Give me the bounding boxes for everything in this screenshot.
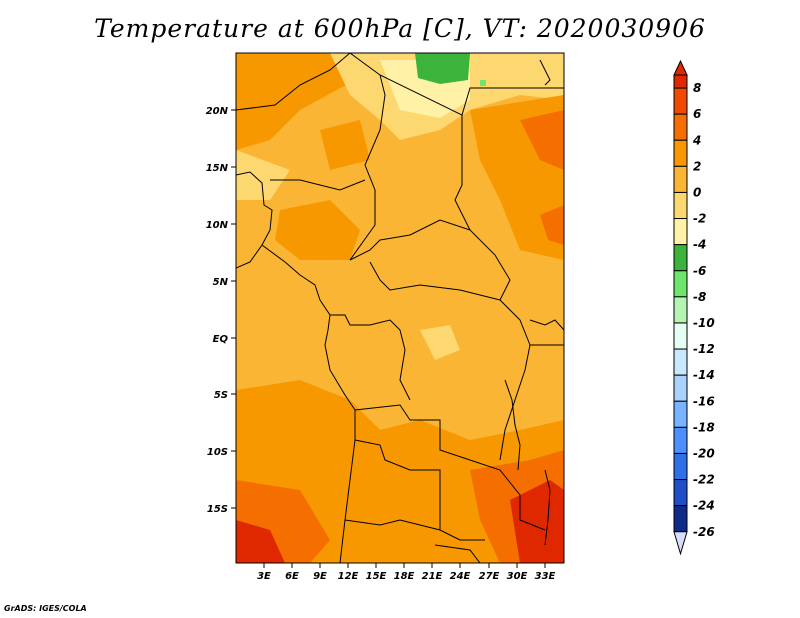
namibia-border	[344, 519, 485, 541]
colorbar-level-label: -24	[693, 499, 715, 513]
atlantic-coast	[261, 244, 356, 563]
latitude-axis: 20N 15N 10N 5N EQ 5S 10S 15S	[206, 106, 236, 515]
field-se-hottest	[510, 480, 564, 563]
colorbar-cell	[673, 426, 688, 454]
colorbar-cell	[673, 139, 688, 167]
angola-north-border	[354, 404, 471, 461]
colorbar-cell	[673, 244, 688, 272]
colorbar-cell	[673, 479, 688, 507]
field-east-hot2	[540, 205, 564, 245]
colorbar-level-label: -18	[693, 420, 715, 434]
lat-tick-label: 10S	[207, 447, 228, 458]
country-borders	[236, 53, 564, 563]
colorbar-level-label: -26	[693, 525, 715, 539]
colorbar-level-label: -10	[693, 316, 715, 330]
red-sea-coast	[539, 59, 551, 86]
lon-tick-label: 15E	[366, 571, 387, 582]
field-green-patch	[415, 53, 470, 84]
temperature-field	[236, 53, 564, 563]
colorbar-level-label: 6	[693, 107, 701, 121]
drc-west-border	[399, 329, 411, 401]
longitude-axis: 3E 6E 9E 12E 15E 18E 21E 24E 27E 30E 33E	[257, 563, 556, 582]
colorbar-cell	[673, 191, 688, 220]
colorbar-level-label: -4	[693, 238, 706, 252]
lon-tick-label: 33E	[535, 571, 556, 582]
colorbar-level-label: 0	[693, 185, 701, 199]
lat-tick-label: 10N	[206, 220, 229, 231]
colorbar-cell	[673, 374, 688, 402]
lat-tick-label: 5S	[214, 390, 228, 401]
niger-chad-border	[349, 53, 386, 261]
field-w-cool	[236, 150, 290, 200]
lon-tick-label: 21E	[422, 571, 443, 582]
colorbar-level-label: -6	[693, 264, 706, 278]
colorbar-cell	[673, 87, 688, 115]
zambia-border	[469, 459, 546, 531]
lon-tick-label: 6E	[285, 571, 299, 582]
egypt-border	[461, 87, 564, 116]
colorbar-level-label: -20	[693, 446, 715, 460]
colorbar-cell	[673, 400, 688, 428]
lon-tick-label: 18E	[394, 571, 415, 582]
colorbar-cell	[673, 348, 688, 376]
colorbar-cell	[673, 113, 688, 141]
field-nw-warm	[236, 53, 355, 150]
car-border	[349, 219, 471, 261]
angola-east-border	[354, 439, 441, 530]
colorbar-cell	[673, 296, 688, 324]
colorbar-level-label: -8	[693, 290, 706, 304]
lon-tick-label: 12E	[338, 571, 359, 582]
colorbar-level-label: -2	[693, 212, 706, 226]
lat-tick-label: EQ	[213, 334, 229, 345]
libya-sudan-border	[379, 74, 511, 301]
algeria-border	[236, 53, 351, 111]
grads-credit: GrADS: IGES/COLA	[4, 604, 87, 613]
lon-tick-label: 24E	[450, 571, 471, 582]
colorbar-top-arrow	[673, 59, 688, 76]
lat-tick-label: 15S	[207, 504, 228, 515]
colorbar-level-label: -14	[693, 368, 715, 382]
colorbar-cell	[673, 165, 688, 193]
map-frame	[235, 52, 565, 564]
field-central-cool-spot	[420, 325, 460, 360]
colorbar-level-label: -22	[693, 473, 715, 487]
west-africa-coast	[236, 171, 273, 269]
colorbar-level-label: 4	[692, 133, 701, 147]
colorbar-level-label: -12	[693, 342, 715, 356]
field-central-basin	[360, 310, 500, 410]
botswana-border	[434, 544, 481, 563]
map-title: Temperature at 600hPa [C], VT: 202003090…	[94, 14, 706, 43]
field-center-warm	[275, 200, 360, 260]
lat-tick-label: 20N	[206, 106, 229, 117]
lat-tick-label: 5N	[213, 277, 229, 288]
colorbar-cell	[673, 270, 688, 298]
colorbar-cell	[673, 505, 688, 533]
colorbar-cell	[673, 322, 688, 350]
colorbar-cell	[673, 74, 688, 89]
lon-tick-label: 9E	[313, 571, 327, 582]
congo-border	[330, 314, 401, 331]
lake-victoria	[529, 319, 564, 331]
lon-tick-label: 30E	[507, 571, 528, 582]
lon-tick-label: 3E	[257, 571, 271, 582]
field-east-hot	[520, 110, 564, 170]
niger-south-border	[270, 179, 366, 191]
drc-east-border	[499, 299, 531, 461]
field-sw-hottest	[236, 520, 285, 563]
lake-tanganyika	[504, 379, 521, 471]
colorbar: 8 6 4 2 0 -2 -4 -6 -8 -10 -12 -14 -16 -18 -20 -22 -24 -26	[673, 59, 715, 556]
colorbar-cell	[673, 218, 688, 246]
colorbar-level-label: -16	[693, 394, 715, 408]
lake-malawi	[544, 469, 551, 546]
lon-tick-label: 27E	[479, 571, 500, 582]
colorbar-bottom-arrow	[673, 531, 688, 556]
colorbar-cell	[673, 452, 688, 481]
field-n-central-warm	[320, 120, 370, 170]
colorbar-level-label: 8	[693, 81, 701, 95]
field-green-dot	[480, 80, 486, 86]
lat-tick-label: 15N	[206, 163, 229, 174]
colorbar-level-label: 2	[693, 159, 701, 173]
car-south-border	[369, 261, 501, 301]
